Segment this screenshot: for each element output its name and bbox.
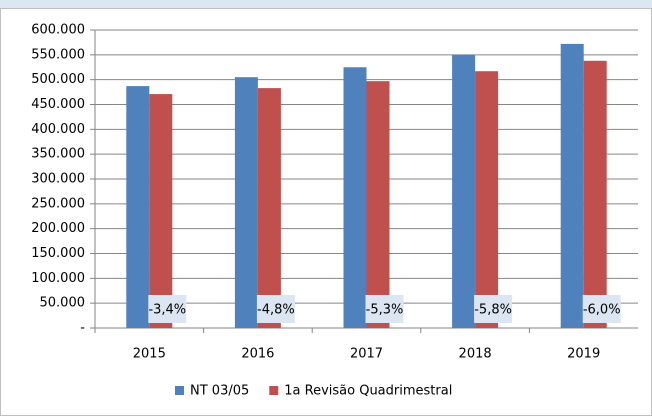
y-tick-label: 250.000	[31, 196, 85, 211]
x-tick-label: 2015	[133, 347, 166, 362]
bar	[149, 94, 173, 328]
top-strip	[0, 0, 652, 8]
bar	[452, 54, 476, 328]
bar	[583, 60, 607, 328]
legend-swatch	[269, 386, 279, 395]
y-tick-label: 50.000	[40, 296, 86, 311]
x-tick-label: 2017	[350, 347, 383, 362]
x-tick-label: 2016	[241, 347, 274, 362]
y-tick-label: 300.000	[31, 172, 85, 187]
y-tick-label: -	[80, 321, 85, 336]
y-tick-label: 600.000	[31, 23, 85, 38]
bar	[126, 86, 150, 328]
annotation-box	[256, 295, 295, 323]
y-tick-label: 150.000	[31, 246, 85, 261]
bar	[366, 81, 390, 328]
bar	[560, 43, 584, 328]
y-tick-label: 200.000	[31, 221, 85, 236]
annotation: -4,8%	[257, 303, 295, 318]
annotation-box	[148, 295, 187, 323]
annotation: -3,4%	[148, 303, 186, 318]
y-tick-label: 400.000	[31, 122, 85, 137]
annotation: -5,8%	[474, 303, 512, 318]
bar	[257, 88, 281, 328]
y-tick-label: 450.000	[31, 97, 85, 112]
annotation: -6,0%	[583, 303, 621, 318]
legend-label: NT 03/05	[190, 384, 249, 399]
bar	[234, 77, 258, 328]
x-tick-label: 2019	[567, 347, 600, 362]
y-tick-label: 100.000	[31, 271, 85, 286]
legend-label: 1a Revisão Quadrimestral	[284, 384, 452, 399]
x-tick-label: 2018	[459, 347, 492, 362]
annotation-box	[365, 295, 404, 323]
y-tick-label: 500.000	[31, 72, 85, 87]
annotation: -5,3%	[366, 303, 404, 318]
annotation-box	[474, 295, 513, 323]
legend-swatch	[175, 386, 184, 395]
bar	[475, 71, 499, 329]
bar	[343, 67, 367, 328]
y-tick-label: 550.000	[31, 47, 85, 62]
annotation-box	[582, 295, 621, 323]
y-tick-label: 350.000	[31, 147, 85, 162]
